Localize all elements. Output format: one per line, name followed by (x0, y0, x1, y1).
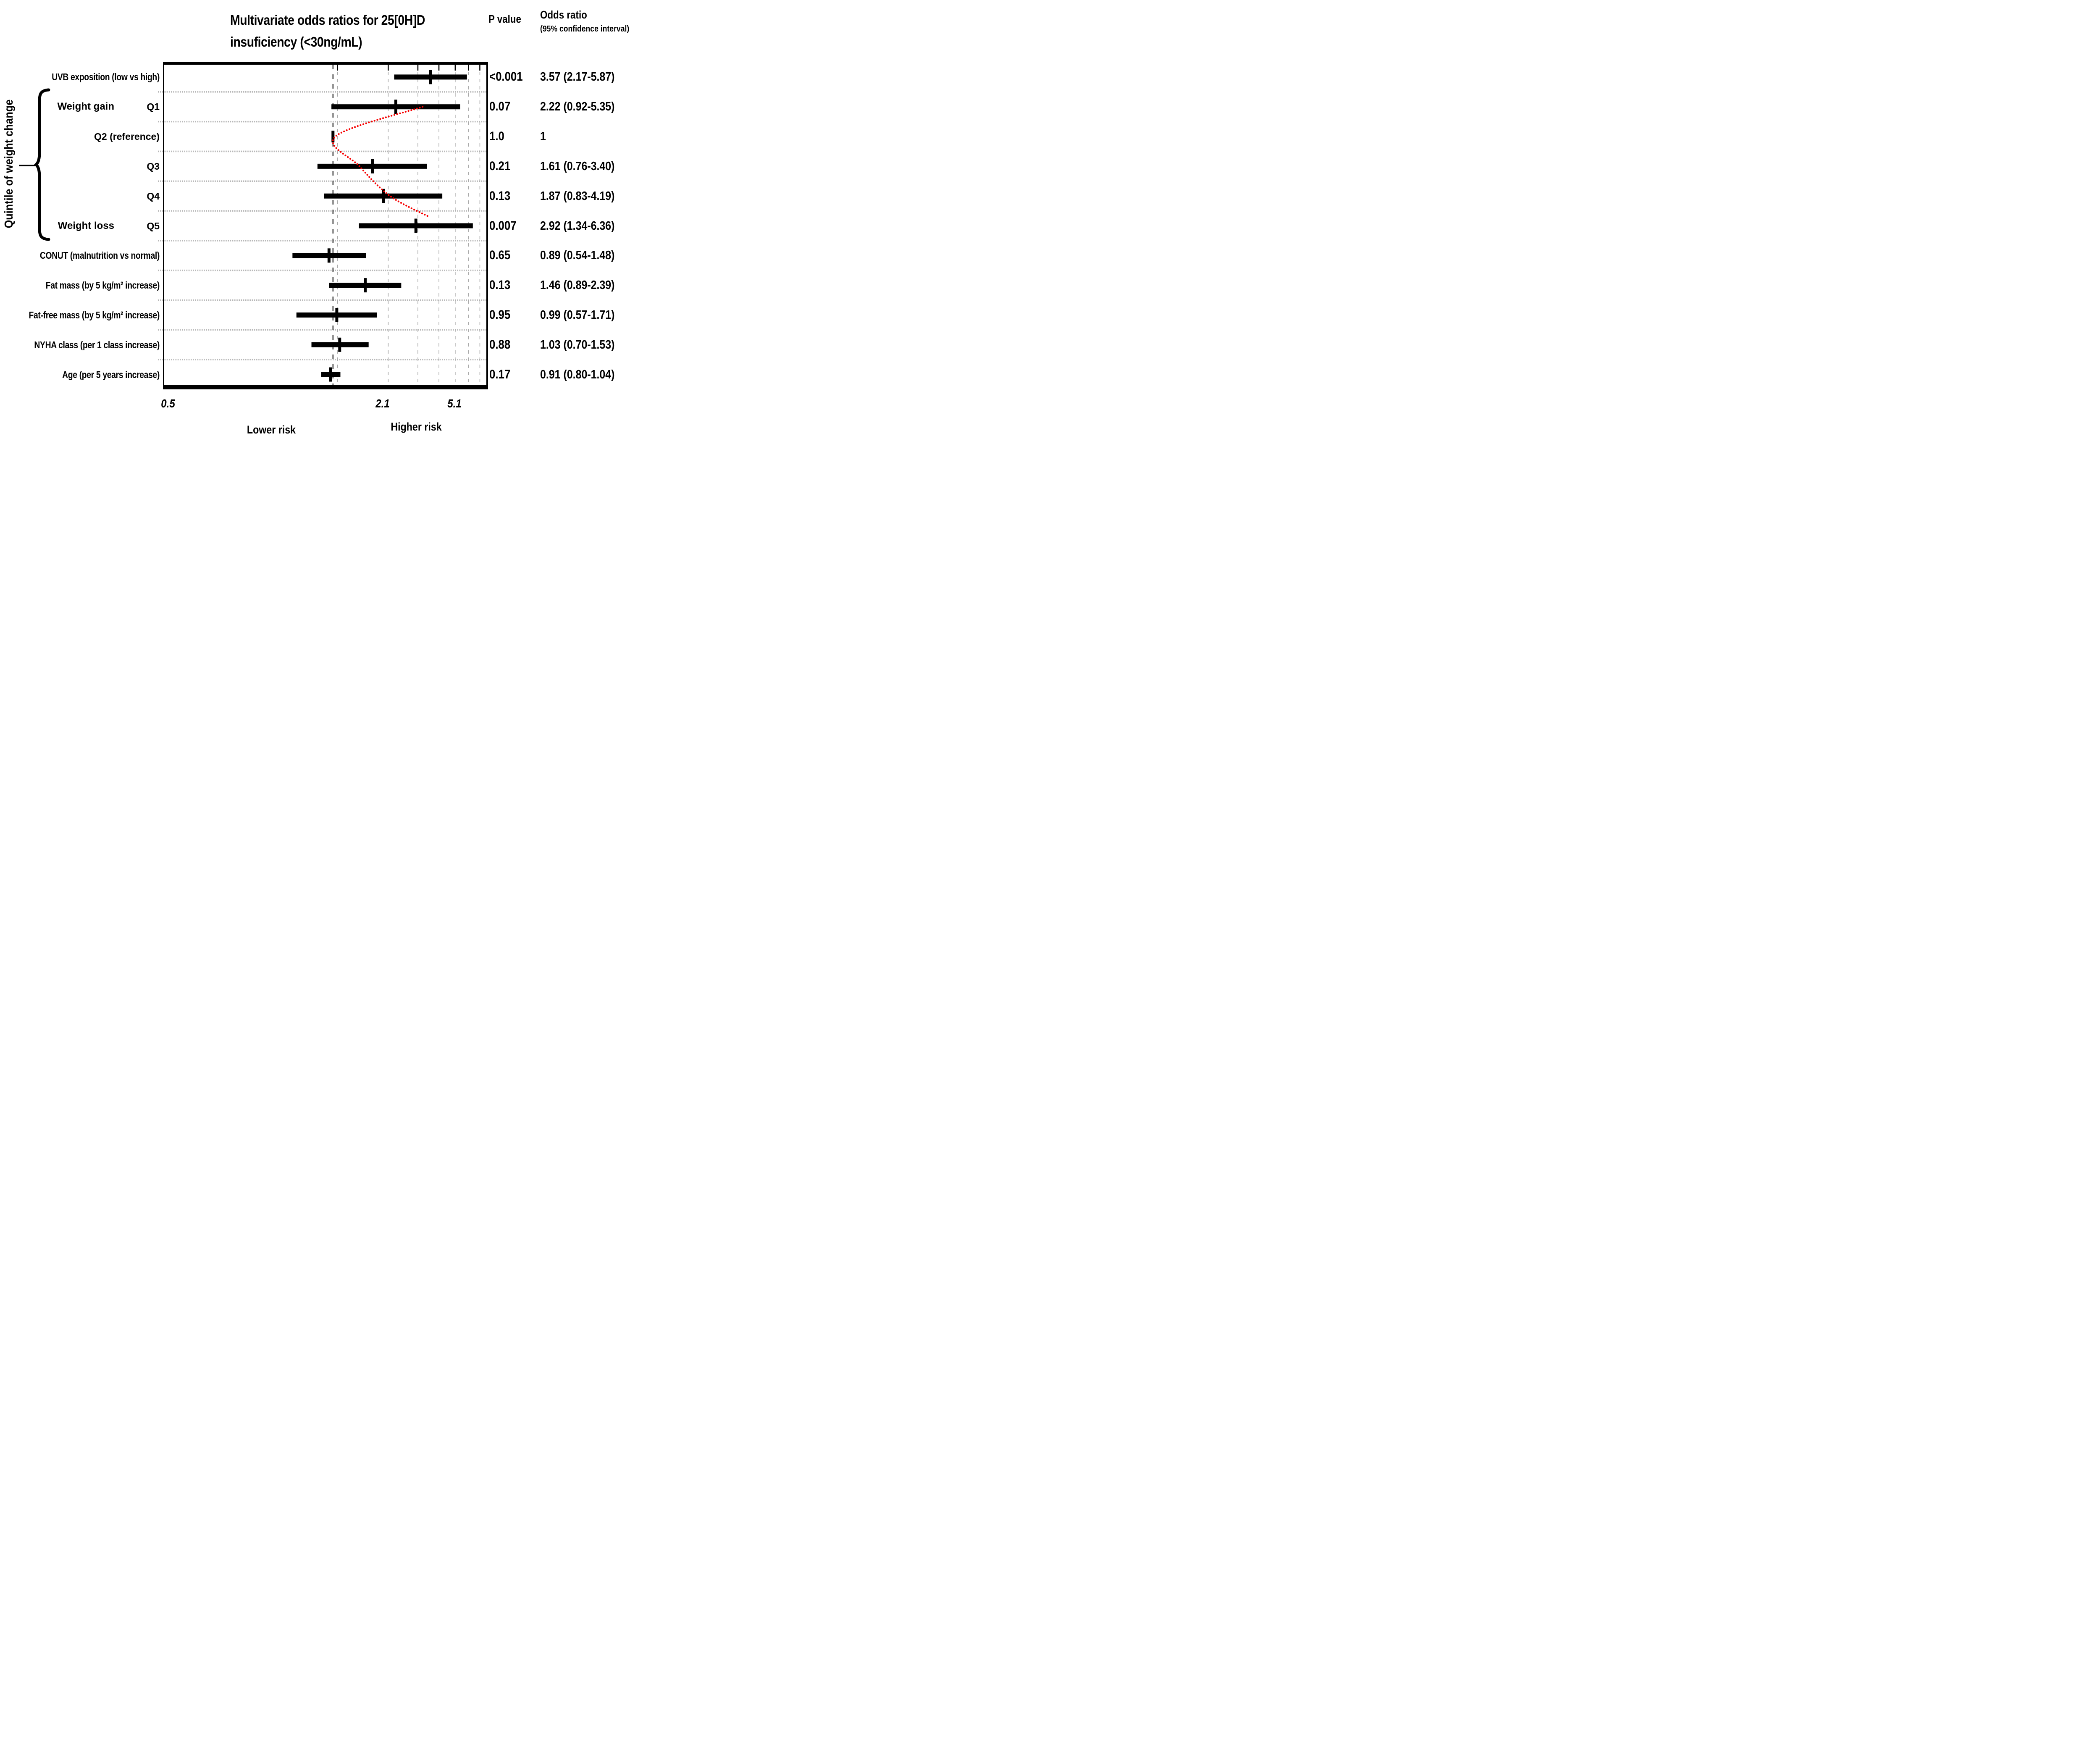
group-label: Weight gain (57, 101, 114, 113)
p-value: <0.001 (489, 70, 523, 84)
row-label: NYHA class (per 1 class increase) (34, 339, 160, 350)
row-label: Q4 (147, 190, 160, 202)
or-value: 1 (540, 130, 546, 144)
p-value: 0.17 (489, 367, 511, 381)
trend-curve (332, 106, 430, 218)
odds-ratio-ci-column-header: (95% confidence interval) (540, 24, 630, 34)
chart-title-line1: Multivariate odds ratios for 25[0H]D (230, 12, 425, 28)
or-value: 0.89 (0.54-1.48) (540, 249, 615, 263)
or-marker (394, 100, 398, 114)
plot-border-bottom (163, 385, 488, 389)
row-label: CONUT (malnutrition vs normal) (39, 250, 160, 261)
forest-plot-figure: Multivariate odds ratios for 25[0H]D ins… (0, 0, 630, 437)
chart-title: Multivariate odds ratios for 25[0H]D ins… (230, 9, 425, 53)
row-label: Fat mass (by 5 kg/m² increase) (45, 280, 160, 291)
or-value: 2.92 (1.34-6.36) (540, 219, 615, 233)
or-marker (338, 337, 341, 352)
plot-area (158, 62, 488, 389)
row-label: Fat-free mass (by 5 kg/m² increase) (29, 309, 160, 320)
or-marker (429, 70, 432, 84)
p-value: 0.65 (489, 248, 511, 263)
or-value: 3.57 (2.17-5.87) (540, 70, 615, 84)
plot-border-top (163, 62, 488, 65)
or-marker (364, 278, 367, 293)
or-marker (382, 189, 385, 203)
higher-risk-label: Higher risk (391, 420, 442, 433)
or-value: 2.22 (0.92-5.35) (540, 100, 615, 114)
brace-path (34, 88, 50, 241)
row-label: Q2 (reference) (94, 131, 160, 142)
or-marker (329, 367, 332, 382)
p-value: 0.13 (489, 278, 511, 292)
lower-risk-label: Lower risk (247, 423, 296, 436)
p-value: 0.21 (489, 159, 511, 173)
p-value: 0.07 (489, 100, 511, 114)
row-label: Q1 (147, 101, 160, 113)
x-tick-label: 0.5 (160, 397, 175, 410)
or-marker (327, 248, 331, 263)
row-label: Q3 (147, 160, 160, 172)
row-label: UVB exposition (low vs high) (52, 71, 160, 83)
or-marker (371, 159, 374, 173)
or-marker-reference (331, 131, 335, 143)
or-value: 1.03 (0.70-1.53) (540, 338, 615, 352)
odds-ratio-column-header: Odds ratio (540, 8, 587, 21)
x-tick-label: 2.1 (375, 397, 390, 410)
or-value: 1.61 (0.76-3.40) (540, 159, 615, 173)
p-value: 0.13 (489, 189, 511, 203)
x-tick-label: 5.1 (447, 397, 462, 410)
or-value: 1.87 (0.83-4.19) (540, 189, 615, 203)
group-label: Weight loss (58, 220, 114, 231)
quintile-brace (19, 88, 50, 241)
row-label: Age (per 5 years increase) (62, 369, 160, 380)
p-value: 0.95 (489, 307, 511, 322)
p-value-column-header: P value (488, 13, 521, 25)
or-marker (414, 218, 417, 233)
or-marker (335, 307, 339, 322)
p-value: 0.88 (489, 337, 511, 352)
plot-border-right (486, 62, 488, 389)
row-label: Q5 (147, 220, 160, 231)
p-value: 1.0 (489, 129, 504, 144)
chart-title-line2: insuficiency (<30ng/mL) (230, 34, 362, 50)
p-value: 0.007 (489, 218, 517, 233)
plot-border-left (163, 62, 164, 389)
or-value: 0.99 (0.57-1.71) (540, 308, 615, 322)
or-value: 0.91 (0.80-1.04) (540, 368, 615, 381)
or-value: 1.46 (0.89-2.39) (540, 278, 615, 292)
